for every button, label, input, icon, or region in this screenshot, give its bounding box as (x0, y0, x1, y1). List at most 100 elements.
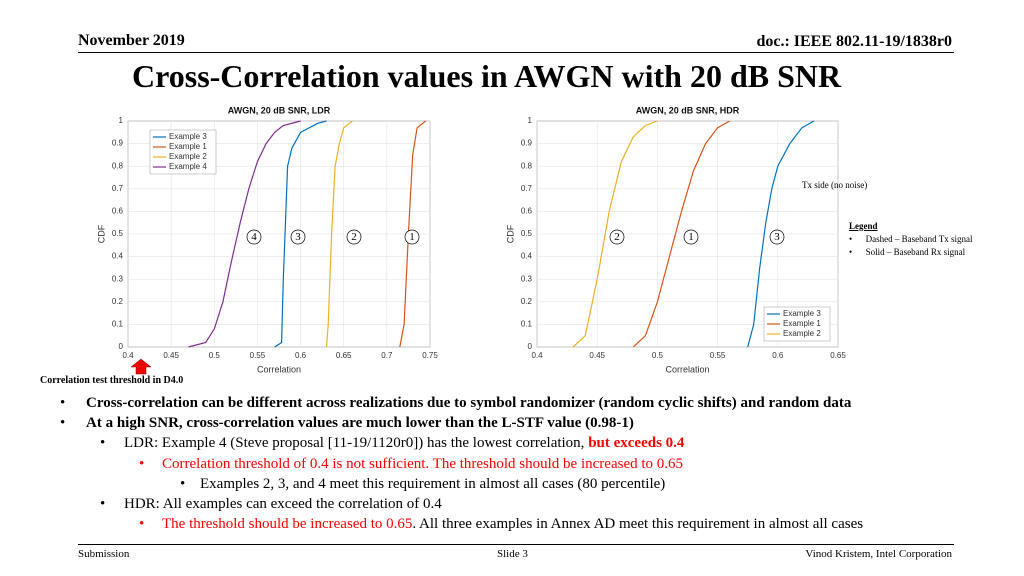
legend-label: Example 1 (783, 319, 821, 328)
y-tick-label: 0.4 (112, 252, 124, 261)
annotation-label: 2 (351, 231, 357, 243)
annotation-circle (404, 229, 420, 245)
y-tick-label: 0.1 (112, 320, 124, 329)
bullet-text: HDR: All examples can exceed the correla… (124, 496, 442, 512)
annotation-label: 3 (774, 231, 780, 243)
header-date: November 2019 (78, 32, 185, 49)
bullet-marker: • (60, 415, 66, 432)
y-tick-label: 0.9 (112, 139, 124, 148)
bullet-marker: • (60, 395, 66, 411)
x-tick-label: 0.65 (830, 351, 846, 360)
y-tick-label: 0.7 (521, 184, 533, 193)
y-tick-label: 0.5 (521, 229, 533, 238)
y-tick-label: 0.1 (521, 320, 533, 329)
legend-label: Example 4 (169, 162, 207, 171)
cdf-line (399, 120, 427, 348)
footer-center: Slide 3 (497, 548, 528, 560)
legend-label: Example 2 (169, 152, 207, 161)
bullet-text: At a high SNR, cross-correlation values … (86, 415, 634, 432)
y-axis-label: CDF (96, 224, 106, 243)
y-tick-label: 0 (528, 342, 533, 351)
header-rule (78, 52, 954, 53)
bullet-text: LDR: Example 4 (Steve proposal [11-19/11… (124, 435, 589, 452)
footer-left: Submission (78, 548, 130, 560)
annotation-circle (346, 229, 362, 245)
cdf-line (274, 120, 327, 348)
y-tick-label: 0.8 (112, 161, 124, 170)
legend-title: Legend (849, 221, 878, 231)
bullet-text: . All three examples in Annex AD meet th… (412, 516, 864, 533)
threshold-note: Correlation test threshold in D4.0 (40, 375, 184, 386)
bullet-list: • Cross-correlation can be different acro… (0, 395, 1024, 540)
bullet-marker: • (139, 455, 145, 472)
legend-box (763, 306, 831, 342)
legend-label: Example 3 (169, 132, 207, 141)
legend-item: • Solid – Baseband Rx signal (849, 247, 966, 257)
x-tick-label: 0.65 (336, 351, 352, 360)
cdf-line (632, 120, 730, 348)
annotation-label: 4 (251, 231, 257, 243)
bullet-marker: • (100, 435, 106, 452)
x-tick-label: 0.5 (652, 351, 664, 360)
annotation-circle (683, 229, 699, 245)
y-axis-label: CDF (505, 224, 515, 243)
y-tick-label: 1 (528, 116, 533, 125)
y-tick-label: 0.8 (521, 161, 533, 170)
cdf-line (325, 120, 353, 348)
bullet-text: but exceeds 0.4 (588, 435, 685, 452)
legend-text: Dashed – Baseband Tx signal (865, 234, 973, 244)
y-tick-label: 0.7 (112, 184, 124, 193)
x-tick-label: 0.45 (163, 351, 179, 360)
x-tick-label: 0.4 (122, 351, 134, 360)
annotation-circle (246, 229, 262, 245)
x-axis-label: Correlation (257, 364, 301, 374)
annotation-circle (769, 229, 785, 245)
annotation-label: 1 (409, 231, 415, 243)
y-tick-label: 0 (119, 342, 124, 351)
chart-title: AWGN, 20 dB SNR, LDR (228, 105, 331, 115)
bullet-text: Cross-correlation can be different acros… (86, 395, 852, 411)
tx-note: Tx side (no noise) (802, 180, 868, 190)
cdf-line (572, 120, 658, 348)
y-tick-label: 0.9 (521, 139, 533, 148)
bullet-marker: • (139, 516, 145, 533)
x-tick-label: 0.55 (710, 351, 726, 360)
x-tick-label: 0.6 (295, 351, 307, 360)
cdf-line (747, 120, 815, 348)
y-tick-label: 0.3 (112, 274, 124, 283)
annotation-circle (609, 229, 625, 245)
y-tick-label: 0.2 (521, 297, 533, 306)
threshold-arrow (130, 358, 152, 375)
x-tick-label: 0.7 (381, 351, 393, 360)
bullet-text: Correlation threshold of 0.4 is not suff… (162, 455, 684, 472)
x-tick-label: 0.75 (422, 351, 438, 360)
header-doc: doc.: IEEE 802.11-19/1838r0 (756, 33, 952, 50)
bullet-marker: • (100, 496, 106, 512)
y-tick-label: 0.4 (521, 252, 533, 261)
legend-label: Example 3 (783, 309, 821, 318)
legend-text: Solid – Baseband Rx signal (865, 247, 966, 257)
annotation-circle (290, 229, 306, 245)
y-tick-label: 1 (119, 116, 124, 125)
legend-label: Example 2 (783, 329, 821, 338)
cdf-line (188, 120, 301, 348)
x-tick-label: 0.45 (589, 351, 605, 360)
bullet-marker: • (180, 475, 186, 492)
y-tick-label: 0.5 (112, 229, 124, 238)
legend-item: • Dashed – Baseband Tx signal (849, 234, 973, 244)
annotation-label: 3 (295, 231, 301, 243)
chart-title: AWGN, 20 dB SNR, HDR (636, 105, 740, 115)
x-axis-label: Correlation (665, 364, 709, 374)
y-tick-label: 0.2 (112, 297, 124, 306)
annotation-label: 1 (688, 231, 694, 243)
footer-rule (78, 544, 954, 545)
x-tick-label: 0.5 (209, 351, 221, 360)
slide-title: Cross-Correlation values in AWGN with 20… (132, 58, 842, 94)
x-tick-label: 0.4 (531, 351, 543, 360)
annotation-label: 2 (614, 231, 620, 243)
footer-right: Vinod Kristem, Intel Corporation (805, 548, 952, 560)
y-tick-label: 0.6 (112, 207, 124, 216)
legend-label: Example 1 (169, 142, 207, 151)
